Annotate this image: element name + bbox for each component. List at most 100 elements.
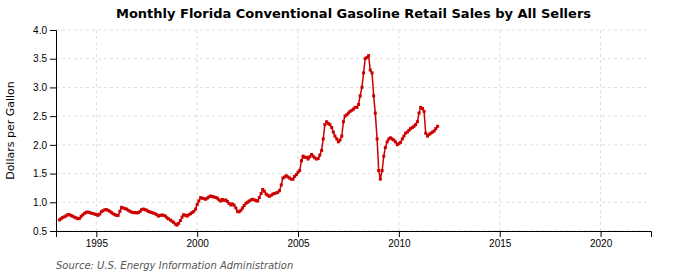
y-tick-mark <box>50 145 56 146</box>
marker <box>371 71 374 74</box>
y-tick: 4.0 <box>33 25 56 36</box>
marker <box>335 137 338 140</box>
marker <box>323 123 326 126</box>
marker <box>362 71 365 74</box>
marker <box>394 140 397 143</box>
marker <box>320 149 323 152</box>
marker <box>340 135 343 138</box>
source: Source: U.S. Energy Information Administ… <box>56 260 293 271</box>
marker <box>436 125 439 128</box>
x-tick: 2010 <box>388 231 411 249</box>
marker <box>118 210 121 213</box>
x-tick-label: 1995 <box>86 238 109 249</box>
marker <box>330 126 333 129</box>
grid-line-y <box>56 30 651 31</box>
marker <box>357 103 360 106</box>
marker <box>369 69 372 72</box>
marker <box>263 190 266 193</box>
y-tick-label: 2.0 <box>33 140 47 151</box>
grid-line-y <box>56 87 651 88</box>
y-tick-mark <box>50 202 56 203</box>
grid-line-x <box>398 30 399 231</box>
marker <box>402 135 405 138</box>
marker <box>382 155 385 158</box>
y-tick-label: 4.0 <box>33 25 47 36</box>
line <box>59 56 437 225</box>
x-tick-label: 2015 <box>489 238 512 249</box>
y-tick: 0.5 <box>33 226 56 237</box>
chart: 1995 2000 2005 2010 2015 2020 0.5 1.0 1.5 2.0 2.5 3… <box>0 0 675 275</box>
marker <box>342 120 345 123</box>
marker <box>234 207 237 210</box>
x-tick-mark <box>96 231 97 237</box>
marker <box>355 106 358 109</box>
y-tick: 1.5 <box>33 168 56 179</box>
grid <box>56 30 651 231</box>
grid-line-x <box>499 30 500 231</box>
marker <box>333 135 336 138</box>
y-tick-mark <box>50 87 56 88</box>
marker <box>194 208 197 211</box>
marker <box>233 204 236 207</box>
grid-line-x <box>600 30 601 231</box>
x-axis-line <box>57 232 652 238</box>
y-tick-mark <box>50 116 56 117</box>
y-axis-title: Dollars per Gallon <box>4 81 17 180</box>
y-tick: 2.5 <box>33 111 56 122</box>
x-tick: 2015 <box>489 231 512 249</box>
x-tick: 2005 <box>287 231 310 249</box>
marker <box>377 169 380 172</box>
plot: 1995 2000 2005 2010 2015 2020 0.5 1.0 1.5 2.0 2.5 3… <box>33 25 651 249</box>
marker <box>328 123 331 126</box>
grid-line-y <box>56 116 651 117</box>
marker <box>367 54 370 57</box>
x-tick-mark <box>298 231 299 237</box>
grid-line-y <box>56 144 651 145</box>
marker <box>401 137 404 140</box>
marker <box>197 200 200 203</box>
marker <box>298 169 301 172</box>
marker <box>196 203 199 206</box>
marker <box>376 137 379 140</box>
grid-line-x <box>298 30 299 231</box>
y-tick-label: 3.0 <box>33 82 47 93</box>
marker <box>260 192 263 195</box>
marker <box>399 141 402 144</box>
marker <box>177 222 180 225</box>
marker <box>381 169 384 172</box>
marker <box>416 120 419 123</box>
marker <box>379 178 382 181</box>
y-tick: 1.0 <box>33 197 56 208</box>
marker <box>280 183 283 186</box>
y-tick-mark <box>50 59 56 60</box>
marker <box>374 112 377 115</box>
x-axis: 1995 2000 2005 2010 2015 2020 <box>57 231 652 249</box>
y-tick-label: 3.5 <box>33 53 47 64</box>
marker <box>258 196 261 199</box>
x-tick-label: 2005 <box>287 238 310 249</box>
x-tick-mark <box>399 231 400 237</box>
marker <box>384 146 387 149</box>
marker <box>424 132 427 135</box>
y-tick-label: 1.0 <box>33 197 47 208</box>
y-tick: 3.0 <box>33 82 56 93</box>
x-tick-label: 2020 <box>590 238 613 249</box>
x-tick: 1995 <box>86 231 109 249</box>
x-tick-mark <box>197 231 198 237</box>
marker <box>418 112 421 115</box>
title: Monthly Florida Conventional Gasoline Re… <box>116 6 591 21</box>
marker <box>322 137 325 140</box>
y-tick-mark <box>50 174 56 175</box>
marker <box>179 219 182 222</box>
marker <box>117 214 120 217</box>
y-tick-mark <box>50 231 56 232</box>
grid-line-y <box>56 58 651 59</box>
marker <box>338 139 341 142</box>
marker <box>317 157 320 160</box>
grid-line-x <box>96 30 97 231</box>
x-tick: 2000 <box>187 231 210 249</box>
marker <box>386 140 389 143</box>
marker <box>318 154 321 157</box>
series <box>58 54 439 226</box>
x-tick-label: 2010 <box>388 238 411 249</box>
